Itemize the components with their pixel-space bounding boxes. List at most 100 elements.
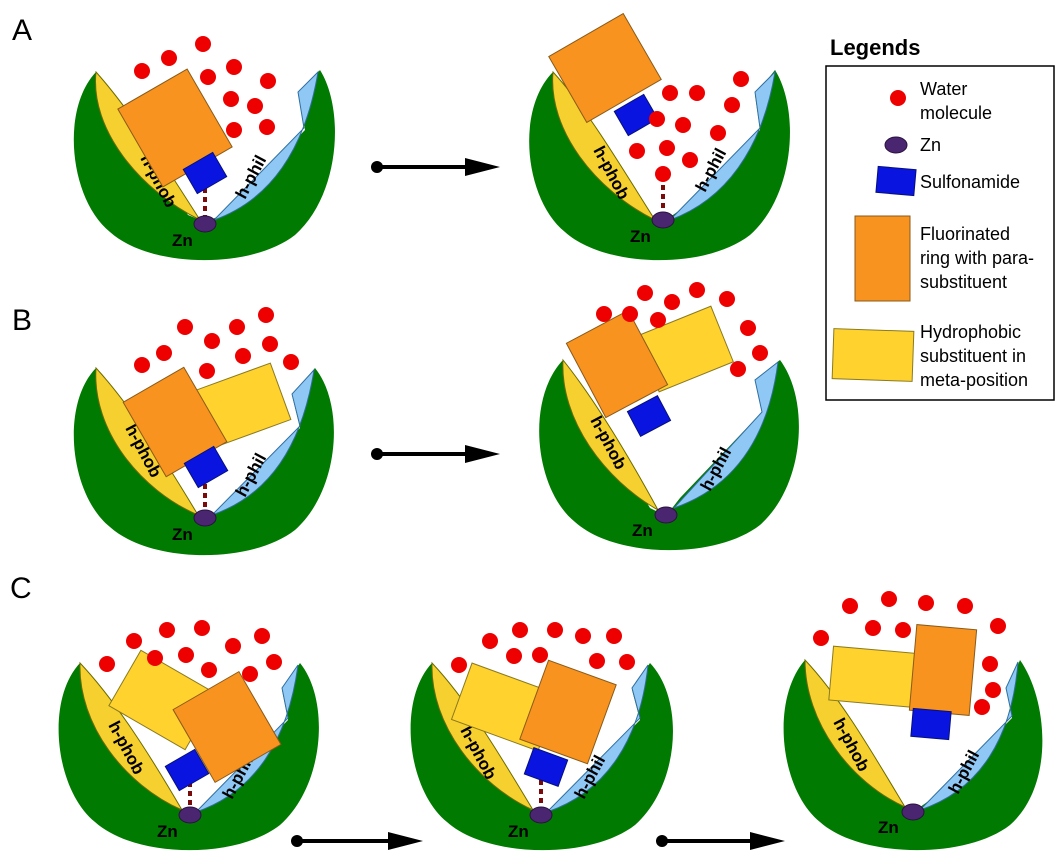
water-molecule xyxy=(547,622,563,638)
water-molecule xyxy=(990,618,1006,634)
water-molecule xyxy=(226,59,242,75)
zn-label-c3: Zn xyxy=(878,818,899,837)
water-molecule xyxy=(242,666,258,682)
legend: Legends Water molecule Zn Sulfonamide Fl… xyxy=(825,35,1055,401)
pocket-a1-green xyxy=(73,70,335,261)
sulfonamide-a2 xyxy=(613,93,659,137)
water-molecule xyxy=(596,306,612,322)
sulfonamide-b1 xyxy=(183,445,229,489)
pocket-b2: h-phob h-phil Zn xyxy=(539,282,799,551)
water-molecule xyxy=(655,166,671,182)
pocket-a2: h-phob h-phil Zn xyxy=(529,12,790,261)
pocket-c2: h-phob h-phil Zn xyxy=(410,622,673,851)
legend-fluorinated-line2: ring with para- xyxy=(920,248,1034,268)
water-molecule xyxy=(258,307,274,323)
sulfonamide-c1 xyxy=(164,748,210,792)
pocket-b1-green xyxy=(73,368,334,556)
water-molecule xyxy=(532,647,548,663)
water-molecule xyxy=(974,699,990,715)
water-molecule xyxy=(194,620,210,636)
water-molecule xyxy=(740,320,756,336)
water-molecule xyxy=(266,654,282,670)
zn-label-c1: Zn xyxy=(157,822,178,841)
legend-fluorinated-swatch xyxy=(854,215,911,302)
water-molecule xyxy=(247,98,263,114)
water-molecule xyxy=(982,656,998,672)
legend-water-line1: Water xyxy=(920,79,967,99)
water-molecule xyxy=(664,294,680,310)
water-molecule xyxy=(147,650,163,666)
water-molecule xyxy=(134,357,150,373)
legend-hydrophobic-line2: substituent in xyxy=(920,346,1026,366)
arrow-a xyxy=(371,158,500,176)
water-molecule xyxy=(730,361,746,377)
legend-hydrophobic-line1: Hydrophobic xyxy=(920,322,1021,342)
pocket-b2-green xyxy=(539,360,799,551)
zn-label-a1: Zn xyxy=(172,231,193,250)
water-molecule xyxy=(650,312,666,328)
legend-zn-text: Zn xyxy=(920,135,941,155)
sulfonamide-c3 xyxy=(910,707,952,741)
water-molecule xyxy=(649,111,665,127)
water-molecule xyxy=(710,125,726,141)
legend-water-text: Water molecule xyxy=(920,79,992,123)
panel-label-a: A xyxy=(12,14,32,47)
water-molecule xyxy=(682,152,698,168)
water-molecule xyxy=(506,648,522,664)
water-molecule xyxy=(260,73,276,89)
water-molecule xyxy=(229,319,245,335)
pocket-c3: h-phob h-phil Zn xyxy=(783,591,1043,851)
water-molecule xyxy=(589,653,605,669)
pocket-a2-green xyxy=(529,70,790,261)
fluorinated-ring-c3 xyxy=(908,624,978,716)
sulfonamide-c2 xyxy=(523,747,569,787)
water-molecule xyxy=(675,117,691,133)
panel-label-c: C xyxy=(10,572,32,605)
water-molecule xyxy=(575,628,591,644)
zinc-c1 xyxy=(178,806,202,824)
zn-label-a2: Zn xyxy=(630,227,651,246)
legend-fluorinated-text: Fluorinated ring with para- substituent xyxy=(920,224,1039,292)
zinc-a1 xyxy=(193,215,217,233)
zn-label-b2: Zn xyxy=(632,521,653,540)
water-molecule xyxy=(918,595,934,611)
water-molecule xyxy=(177,319,193,335)
water-molecule xyxy=(512,622,528,638)
sulfonamide-b2 xyxy=(626,394,672,438)
water-molecule xyxy=(204,333,220,349)
water-molecule xyxy=(619,654,635,670)
fluorinated-ring-b2 xyxy=(565,309,669,419)
water-molecule xyxy=(622,306,638,322)
hydrophilic-region-b2 xyxy=(673,360,779,509)
zn-label-b1: Zn xyxy=(172,525,193,544)
water-molecule xyxy=(159,622,175,638)
legend-hydrophobic-line3: meta-position xyxy=(920,370,1028,390)
water-molecule xyxy=(195,36,211,52)
legend-sulfonamide-swatch xyxy=(875,165,917,197)
water-molecule xyxy=(451,657,467,673)
water-molecule xyxy=(99,656,115,672)
legend-fluorinated-line1: Fluorinated xyxy=(920,224,1010,244)
water-molecule xyxy=(178,647,194,663)
water-molecule xyxy=(752,345,768,361)
hydrophobic-substituent-c3 xyxy=(828,645,924,709)
fluorinated-ring-c1 xyxy=(172,670,282,784)
pocket-c3-green xyxy=(783,660,1043,851)
legend-sulfonamide-text: Sulfonamide xyxy=(920,172,1020,192)
arrow-b xyxy=(371,445,500,463)
water-molecule xyxy=(156,345,172,361)
water-molecule xyxy=(254,628,270,644)
water-molecule xyxy=(235,348,251,364)
water-molecule xyxy=(689,85,705,101)
water-molecule xyxy=(719,291,735,307)
water-molecule xyxy=(813,630,829,646)
panel-label-b: B xyxy=(12,304,32,337)
water-molecule xyxy=(201,662,217,678)
water-molecule xyxy=(606,628,622,644)
water-molecule xyxy=(637,285,653,301)
water-molecule xyxy=(689,282,705,298)
zn-label-c2: Zn xyxy=(508,822,529,841)
water-molecule xyxy=(199,363,215,379)
legend-fluorinated-line3: substituent xyxy=(920,272,1007,292)
zinc-c2 xyxy=(529,806,553,824)
